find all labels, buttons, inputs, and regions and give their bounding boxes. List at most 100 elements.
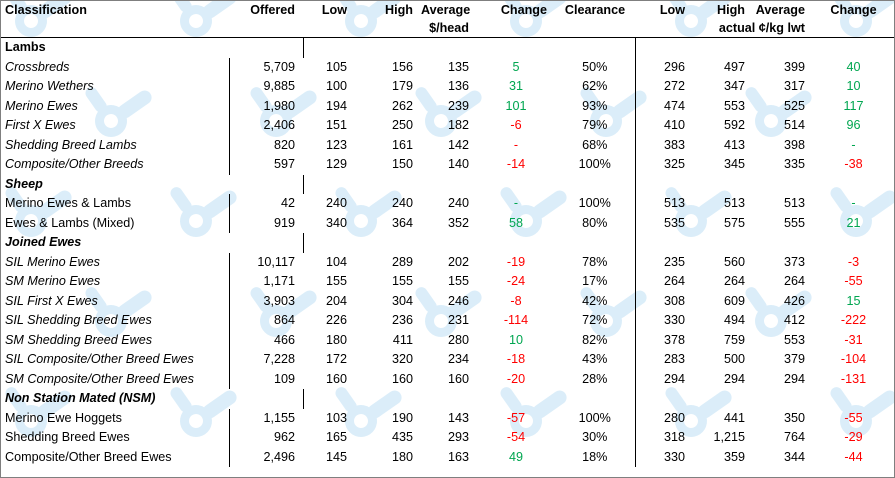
high-kg-cell: 575 [723,215,745,230]
offered-cell: 466 [228,330,303,350]
low-kg-cell: 410 [634,116,693,136]
average-cell: 352 [447,215,469,230]
low-kg-cell: 296 [634,57,693,77]
col-low-kg: Low [659,3,685,17]
section-title: Joined Ewes [5,235,82,249]
average-cell: 231 [447,313,469,327]
low-kg-cell: 294 [634,369,693,389]
change-cell: -18 [506,352,526,366]
clearance-cell: 43% [582,352,608,366]
change-kg-cell: 96 [846,118,861,132]
low-kg-cell: 318 [634,428,693,448]
offered-cell: 919 [228,213,303,233]
high-cell: 155 [391,274,413,288]
change-cell: 31 [508,79,523,93]
row-name: Composite/Other Breeds [5,157,144,171]
high-kg-cell: 592 [723,118,745,132]
row-name: First X Ewes [5,118,76,132]
high-kg-cell: 1,215 [713,430,745,444]
high-cell: 262 [391,98,413,113]
high-cell: 435 [391,430,413,444]
section-header: Sheep [1,174,894,194]
high-kg-cell: 500 [723,352,745,366]
average-cell: 143 [447,410,469,425]
col-low: Low [321,3,347,17]
col-high-kg: High [717,3,745,17]
offered-cell: 42 [228,194,303,214]
average-kg-cell: 373 [783,254,805,269]
average-kg-cell: 398 [783,137,805,152]
change-kg-cell: -44 [844,449,863,464]
clearance-cell: 50% [582,59,608,74]
offered-cell: 2,496 [228,447,303,467]
table-row: Merino Ewe Hoggets 1,155 103 190 143 -57 100% 2… [1,408,894,428]
change-kg-cell: - [851,137,856,152]
table-row: Composite/Other Breed Ewes 2,496 145 180 163… [1,447,894,467]
table-row: Shedding Breed Lambs 820 123 161 142 - 68% 383 4… [1,135,894,155]
low-cell: 105 [325,59,347,74]
low-cell: 151 [325,118,347,132]
high-kg-cell: 497 [723,59,745,74]
clearance-cell: 100% [578,196,611,210]
section-title: Sheep [5,176,43,191]
table-row: SIL Merino Ewes 10,117 104 289 202 -19 78% 235 5… [1,252,894,272]
change-kg-cell: 10 [846,79,861,93]
col-average-kg: Average [755,3,805,17]
high-kg-cell: 560 [723,254,745,269]
average-cell: 246 [447,293,469,308]
average-kg-cell: 513 [783,196,805,210]
low-kg-cell: 264 [634,272,693,292]
high-cell: 240 [391,196,413,210]
low-cell: 340 [325,215,347,230]
high-kg-cell: 359 [723,449,745,464]
offered-cell: 1,155 [228,408,303,428]
change-kg-cell: 117 [843,98,864,113]
clearance-cell: 100% [578,157,611,171]
low-kg-cell: 325 [634,155,693,175]
row-name: Merino Ewes [5,98,78,113]
low-cell: 103 [325,410,347,425]
low-kg-cell: 280 [634,408,693,428]
average-kg-cell: 294 [783,371,805,386]
row-name: Crossbreds [5,59,70,74]
change-cell: -8 [510,293,522,308]
unit-row: $/head actual ¢/kg lwt [1,19,894,38]
change-kg-cell: -31 [844,332,863,347]
low-kg-cell: 235 [634,252,693,272]
low-cell: 240 [325,196,347,210]
high-cell: 289 [391,254,413,269]
offered-cell: 7,228 [228,350,303,370]
row-name: SM Composite/Other Breed Ewes [5,371,194,386]
offered-cell: 5,709 [228,57,303,77]
high-kg-cell: 347 [723,79,745,93]
high-cell: 304 [391,293,413,308]
low-kg-cell: 383 [634,135,693,155]
average-cell: 135 [447,59,469,74]
offered-cell: 864 [228,311,303,331]
offered-cell: 10,117 [228,252,303,272]
average-kg-cell: 412 [783,313,805,327]
row-name: Composite/Other Breed Ewes [5,449,172,464]
change-cell: - [513,137,519,152]
clearance-cell: 42% [582,293,608,308]
change-cell: -19 [506,254,526,269]
high-cell: 411 [392,332,413,347]
offered-cell: 9,885 [228,77,303,97]
low-kg-cell: 378 [634,330,693,350]
col-clearance: Clearance [564,3,626,17]
change-cell: 58 [508,215,523,230]
change-kg-cell: -131 [840,371,867,386]
clearance-cell: 18% [582,449,608,464]
change-cell: -54 [506,430,526,444]
unit-kg-label: actual ¢/kg lwt [693,19,813,38]
offered-cell: 597 [228,155,303,175]
change-kg-cell: - [851,196,856,210]
high-kg-cell: 413 [723,137,745,152]
offered-cell: 2,406 [228,116,303,136]
average-cell: 163 [447,449,469,464]
high-kg-cell: 345 [723,157,745,171]
change-cell: -14 [506,157,526,171]
average-cell: 136 [447,79,469,93]
offered-cell: 962 [228,428,303,448]
